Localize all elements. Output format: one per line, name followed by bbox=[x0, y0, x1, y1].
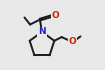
Text: N: N bbox=[38, 27, 46, 36]
Text: O: O bbox=[51, 11, 59, 20]
Text: O: O bbox=[69, 38, 77, 46]
